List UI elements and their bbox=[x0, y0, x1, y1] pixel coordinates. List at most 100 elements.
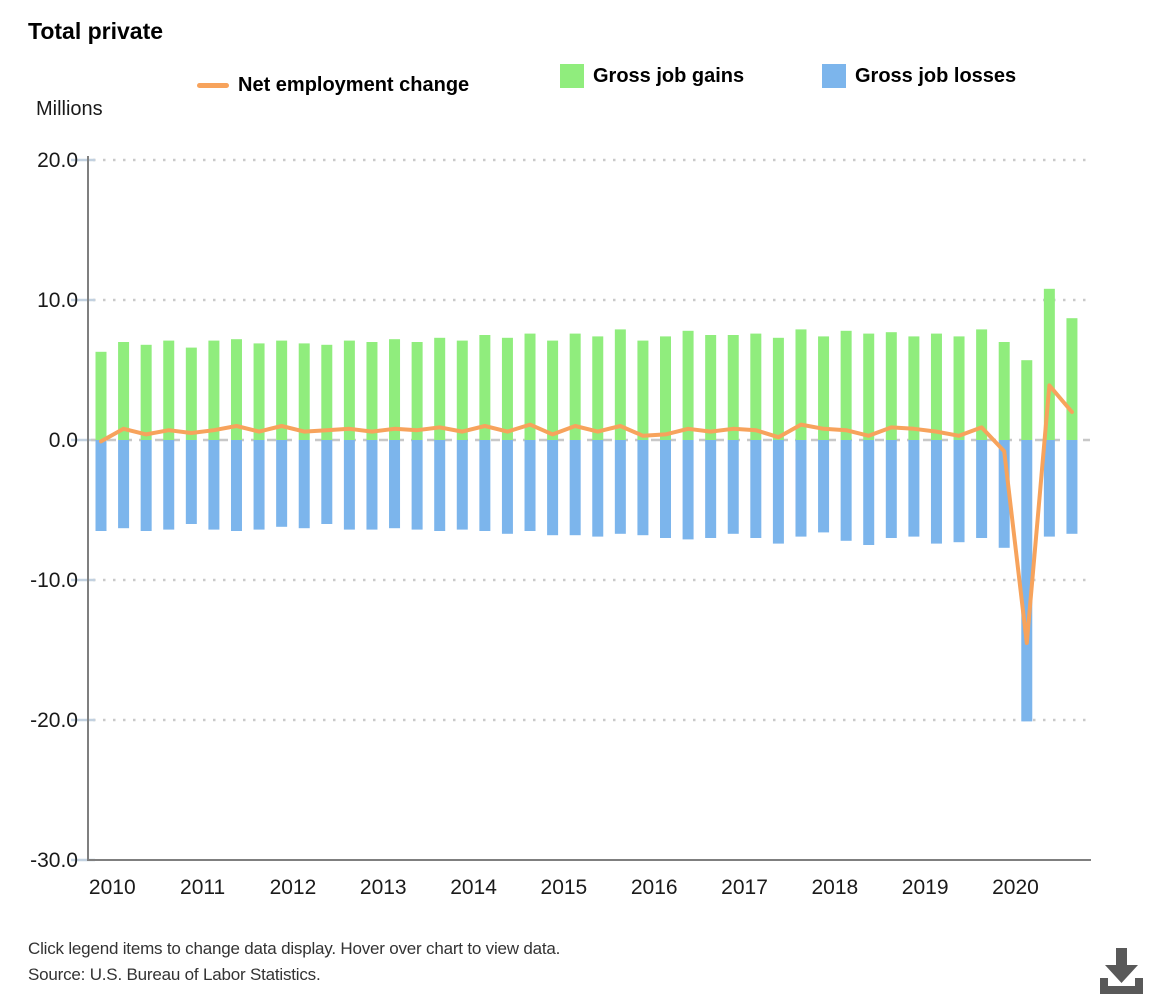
gross-job-losses-bar[interactable] bbox=[592, 440, 604, 537]
gross-job-gains-bar[interactable] bbox=[569, 333, 581, 440]
gross-job-losses-bar[interactable] bbox=[1021, 440, 1033, 722]
gross-job-gains-bar[interactable] bbox=[208, 340, 220, 440]
gross-job-losses-bar[interactable] bbox=[569, 440, 581, 536]
gross-job-losses-bar[interactable] bbox=[998, 440, 1010, 548]
y-axis-tick-label: -20.0 bbox=[30, 709, 78, 732]
gross-job-losses-bar[interactable] bbox=[230, 440, 242, 531]
gross-job-losses-bar[interactable] bbox=[140, 440, 152, 531]
gross-job-gains-bar[interactable] bbox=[276, 340, 288, 440]
gross-job-losses-bar[interactable] bbox=[479, 440, 491, 531]
gross-job-gains-bar[interactable] bbox=[456, 340, 468, 440]
gross-job-losses-bar[interactable] bbox=[118, 440, 130, 529]
gross-job-gains-bar[interactable] bbox=[953, 336, 965, 440]
gross-job-losses-bar[interactable] bbox=[163, 440, 175, 530]
gross-job-losses-bar[interactable] bbox=[95, 440, 107, 531]
gross-job-gains-bar[interactable] bbox=[230, 339, 242, 440]
gross-job-losses-bar[interactable] bbox=[930, 440, 942, 544]
gross-job-losses-bar[interactable] bbox=[885, 440, 897, 538]
gross-job-losses-bar[interactable] bbox=[366, 440, 378, 530]
gross-job-gains-bar[interactable] bbox=[818, 336, 830, 440]
gross-job-losses-bar[interactable] bbox=[750, 440, 762, 538]
gross-job-losses-bar[interactable] bbox=[1043, 440, 1055, 537]
legend-item-label: Gross job gains bbox=[593, 64, 745, 87]
gross-job-losses-bar[interactable] bbox=[208, 440, 220, 530]
gross-job-gains-bar[interactable] bbox=[637, 340, 649, 440]
gross-job-gains-bar[interactable] bbox=[885, 332, 897, 440]
gross-job-gains-bar[interactable] bbox=[908, 336, 920, 440]
gross-job-losses-bar[interactable] bbox=[682, 440, 694, 540]
gross-job-gains-bar[interactable] bbox=[524, 333, 536, 440]
gross-job-losses-bar[interactable] bbox=[705, 440, 717, 538]
gross-job-gains-bar[interactable] bbox=[863, 333, 875, 440]
gross-job-losses-bar[interactable] bbox=[976, 440, 988, 538]
gross-job-gains-bar[interactable] bbox=[95, 351, 107, 440]
gross-job-losses-bar[interactable] bbox=[253, 440, 265, 530]
gross-job-gains-bar[interactable] bbox=[976, 329, 988, 440]
gross-job-losses-bar[interactable] bbox=[614, 440, 626, 534]
gross-job-gains-bar[interactable] bbox=[501, 337, 513, 440]
gross-job-losses-bar[interactable] bbox=[456, 440, 468, 530]
y-axis-tick-label: 10.0 bbox=[37, 289, 78, 312]
y-axis-tick-label: 0.0 bbox=[49, 429, 78, 452]
gross-job-losses-bar[interactable] bbox=[298, 440, 310, 529]
gross-job-losses-bar[interactable] bbox=[547, 440, 559, 536]
gross-job-losses-bar[interactable] bbox=[389, 440, 401, 529]
gross-job-gains-bar[interactable] bbox=[772, 337, 784, 440]
gross-job-losses-bar[interactable] bbox=[321, 440, 333, 524]
gross-job-gains-bar[interactable] bbox=[795, 329, 807, 440]
gross-job-gains-bar[interactable] bbox=[614, 329, 626, 440]
gross-job-gains-bar[interactable] bbox=[750, 333, 762, 440]
download-button[interactable] bbox=[1092, 942, 1150, 998]
y-axis-tick-label: -10.0 bbox=[30, 569, 78, 592]
gross-job-gains-bar[interactable] bbox=[727, 335, 739, 440]
gross-job-gains-bar[interactable] bbox=[389, 339, 401, 440]
gross-job-losses-bar[interactable] bbox=[411, 440, 423, 530]
gross-job-losses-bar[interactable] bbox=[727, 440, 739, 534]
gross-job-gains-bar[interactable] bbox=[321, 344, 333, 440]
gross-job-gains-bar[interactable] bbox=[1021, 360, 1033, 440]
gross-job-gains-bar[interactable] bbox=[253, 343, 265, 440]
gross-job-gains-bar[interactable] bbox=[434, 337, 446, 440]
gross-job-gains-bar[interactable] bbox=[1043, 288, 1055, 440]
gross-job-losses-bar[interactable] bbox=[772, 440, 784, 544]
gross-job-gains-bar[interactable] bbox=[682, 330, 694, 440]
gross-job-gains-bar[interactable] bbox=[547, 340, 559, 440]
gross-job-gains-bar[interactable] bbox=[660, 336, 671, 440]
gross-job-losses-bar[interactable] bbox=[434, 440, 446, 531]
gross-job-losses-bar[interactable] bbox=[185, 440, 197, 524]
gross-job-gains-bar[interactable] bbox=[592, 336, 604, 440]
gross-job-gains-bar[interactable] bbox=[298, 343, 310, 440]
gross-job-losses-bar[interactable] bbox=[637, 440, 649, 536]
gross-job-losses-bar[interactable] bbox=[660, 440, 671, 538]
legend-item-gross-job-gains[interactable]: Gross job gains bbox=[560, 64, 744, 88]
gross-job-gains-bar[interactable] bbox=[163, 340, 175, 440]
legend-item-net-employment-change[interactable]: Net employment change bbox=[197, 74, 469, 97]
gross-job-losses-bar[interactable] bbox=[908, 440, 920, 537]
chart-footer: Click legend items to change data displa… bbox=[28, 936, 560, 988]
gross-job-losses-bar[interactable] bbox=[818, 440, 830, 533]
x-axis-year-label: 2020 bbox=[992, 876, 1039, 899]
gross-job-gains-bar[interactable] bbox=[705, 335, 717, 440]
gross-job-gains-bar[interactable] bbox=[118, 342, 130, 440]
gross-job-gains-bar[interactable] bbox=[998, 342, 1010, 440]
gross-job-losses-bar[interactable] bbox=[863, 440, 875, 545]
net-employment-change-line[interactable] bbox=[99, 383, 1074, 645]
gross-job-gains-bar[interactable] bbox=[366, 342, 378, 440]
gross-job-gains-bar[interactable] bbox=[840, 330, 852, 440]
gross-job-gains-bar[interactable] bbox=[185, 347, 197, 440]
gross-job-losses-bar[interactable] bbox=[795, 440, 807, 537]
gross-job-losses-bar[interactable] bbox=[840, 440, 852, 541]
gross-job-gains-bar[interactable] bbox=[411, 342, 423, 440]
legend-item-gross-job-losses[interactable]: Gross job losses bbox=[822, 64, 1016, 88]
gross-job-gains-bar[interactable] bbox=[1066, 318, 1078, 440]
gross-job-losses-bar[interactable] bbox=[276, 440, 288, 527]
gross-job-gains-bar[interactable] bbox=[479, 335, 491, 440]
gross-job-losses-bar[interactable] bbox=[524, 440, 536, 531]
gross-job-losses-bar[interactable] bbox=[501, 440, 513, 534]
gross-job-gains-bar[interactable] bbox=[343, 340, 355, 440]
gross-job-losses-bar[interactable] bbox=[953, 440, 965, 543]
gross-job-losses-bar[interactable] bbox=[343, 440, 355, 530]
gross-job-gains-bar[interactable] bbox=[140, 344, 152, 440]
gross-job-gains-bar[interactable] bbox=[930, 333, 942, 440]
gross-job-losses-bar[interactable] bbox=[1066, 440, 1078, 534]
